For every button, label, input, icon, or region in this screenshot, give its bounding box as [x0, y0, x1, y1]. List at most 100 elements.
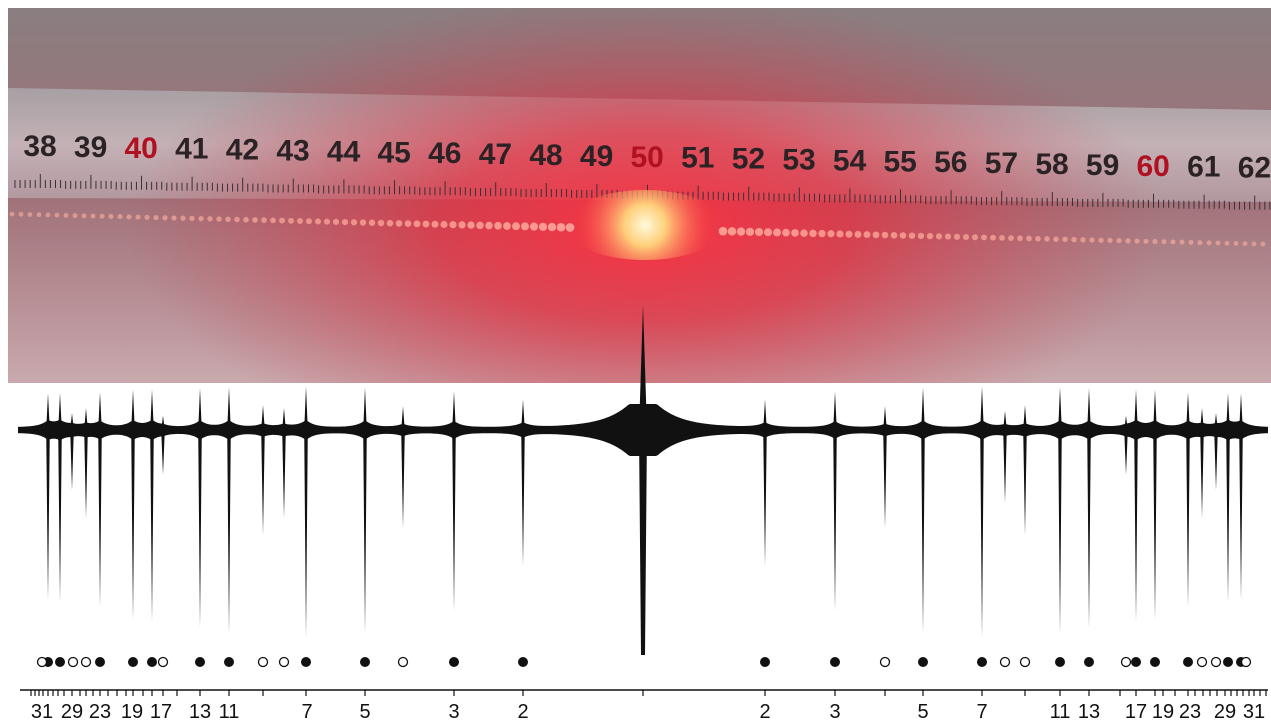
laser-dot [55, 213, 60, 218]
laser-dot [252, 217, 258, 223]
spike [98, 392, 102, 430]
laser-dot [1026, 236, 1032, 242]
laser-dot [1143, 239, 1148, 244]
laser-dot [539, 223, 547, 231]
ruler-label: 53 [782, 144, 815, 177]
laser-dot [171, 215, 176, 220]
ruler-label: 41 [175, 133, 208, 166]
laser-dot [1080, 237, 1085, 242]
laser-dot [297, 218, 303, 224]
laser-dot [100, 214, 105, 219]
laser-dot [990, 235, 996, 241]
spike [1134, 430, 1138, 622]
spike [521, 430, 525, 566]
ruler-label: 43 [276, 135, 309, 168]
open-dot [159, 658, 168, 667]
spike [282, 408, 286, 430]
filled-dot [518, 657, 528, 667]
filled-dot [830, 657, 840, 667]
ruler-label: 54 [833, 144, 867, 177]
laser-dot [369, 220, 375, 226]
laser-dot [972, 234, 978, 240]
laser-dot [387, 220, 394, 227]
axis-label: 17 [1125, 701, 1147, 722]
spike [1134, 389, 1138, 430]
laser-dot [126, 214, 131, 219]
laser-dot [512, 222, 520, 230]
laser-dot [530, 223, 538, 231]
filled-dot [95, 657, 105, 667]
open-dot [1198, 658, 1207, 667]
spike [1003, 411, 1007, 430]
laser-dot [189, 216, 194, 221]
ruler-label: 46 [428, 137, 461, 170]
laser-dot [855, 231, 862, 238]
spike [46, 430, 50, 600]
spike [70, 430, 74, 490]
ruler-label: 60 [1137, 150, 1170, 183]
laser-dot [503, 222, 511, 230]
laser-dot [981, 234, 987, 240]
laser-dot [82, 213, 87, 218]
laser-dot [1071, 237, 1076, 242]
spike [452, 391, 456, 430]
open-dot [69, 658, 78, 667]
spike [261, 430, 265, 535]
spike [1214, 430, 1218, 490]
spike [1124, 416, 1128, 430]
spike [1058, 387, 1062, 430]
spike [198, 430, 202, 628]
laser-dot [270, 217, 276, 223]
spike [921, 430, 925, 633]
spike [1087, 430, 1091, 628]
spike [1153, 430, 1157, 620]
laser-dot [162, 215, 167, 220]
laser-dot [746, 228, 754, 236]
filled-dot [55, 657, 65, 667]
laser-dot [1225, 241, 1230, 246]
laser-dot [261, 217, 267, 223]
laser-dot [1053, 236, 1059, 242]
spike [161, 416, 165, 430]
spike [980, 387, 984, 430]
axis-label: 29 [61, 701, 83, 722]
laser-dot [999, 235, 1005, 241]
ruler-label: 39 [74, 131, 107, 164]
ruler-label: 52 [732, 143, 765, 176]
filled-dot [918, 657, 928, 667]
laser-dot [873, 231, 880, 238]
axis-label: 2 [759, 701, 770, 722]
laser-dot [476, 222, 483, 229]
ruler-label: 57 [985, 147, 1018, 180]
laser-dot [423, 221, 430, 228]
filled-dot [1084, 657, 1094, 667]
laser-dot [91, 214, 96, 219]
laser-dot [1098, 238, 1103, 243]
spike [46, 393, 50, 430]
laser-dot [1116, 238, 1121, 243]
spike [363, 430, 367, 633]
spike [198, 388, 202, 430]
laser-dot [936, 233, 942, 239]
axis-label: 3 [448, 701, 459, 722]
laser-dot [1017, 235, 1023, 241]
open-dot [280, 658, 289, 667]
spike [84, 430, 88, 518]
ruler-label: 62 [1238, 152, 1271, 185]
laser-dot [19, 212, 24, 217]
laser-dot [1179, 240, 1184, 245]
laser-dot [1134, 239, 1139, 244]
ruler-label: 49 [580, 140, 613, 173]
ruler-label: 58 [1035, 148, 1068, 181]
laser-dot [1189, 240, 1194, 245]
laser-dot [1261, 242, 1266, 247]
laser-dot [845, 231, 852, 238]
laser-dot [360, 219, 366, 225]
laser-dot [909, 232, 915, 238]
spike [1226, 393, 1230, 430]
laser-dot [324, 219, 330, 225]
spike [763, 400, 767, 430]
ruler-label: 55 [884, 145, 917, 178]
laser-dot [1035, 236, 1041, 242]
